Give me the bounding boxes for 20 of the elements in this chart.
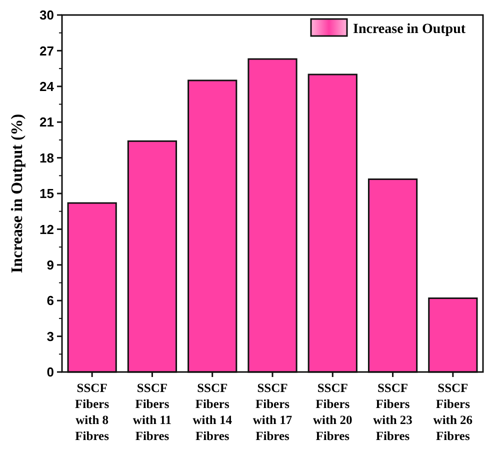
x-tick-label: SSCF Fibers with 20 Fibres bbox=[313, 381, 352, 443]
y-tick-label: 15 bbox=[40, 186, 54, 202]
y-tick-label: 3 bbox=[46, 328, 54, 344]
y-tick-label: 21 bbox=[40, 114, 54, 130]
y-tick-label: 30 bbox=[40, 8, 54, 23]
y-axis-title: Increase in Output (%) bbox=[9, 114, 26, 274]
y-tick-label: 12 bbox=[40, 222, 54, 237]
y-tick-label: 18 bbox=[40, 150, 54, 166]
x-tick-label: SSCF Fibers with 17 Fibres bbox=[252, 381, 292, 443]
x-tick-label: SSCF Fibers with 26 Fibres bbox=[433, 381, 473, 443]
x-tick-label: SSCF Fibers with 14 Fibres bbox=[192, 381, 233, 443]
y-tick-label: 0 bbox=[46, 364, 54, 380]
y-tick-label: 9 bbox=[46, 257, 54, 272]
x-tick-label: SSCF Fibers with 23 Fibres bbox=[373, 381, 412, 443]
y-tick-label: 24 bbox=[40, 78, 55, 94]
y-tick-label: 27 bbox=[40, 43, 54, 58]
y-tick-label: 6 bbox=[46, 293, 54, 308]
x-tick-label: SSCF Fibers with 11 Fibres bbox=[132, 381, 172, 443]
x-tick-label: SSCF Fibers with 8 Fibres bbox=[75, 381, 110, 443]
legend-label: Increase in Output bbox=[353, 22, 466, 37]
